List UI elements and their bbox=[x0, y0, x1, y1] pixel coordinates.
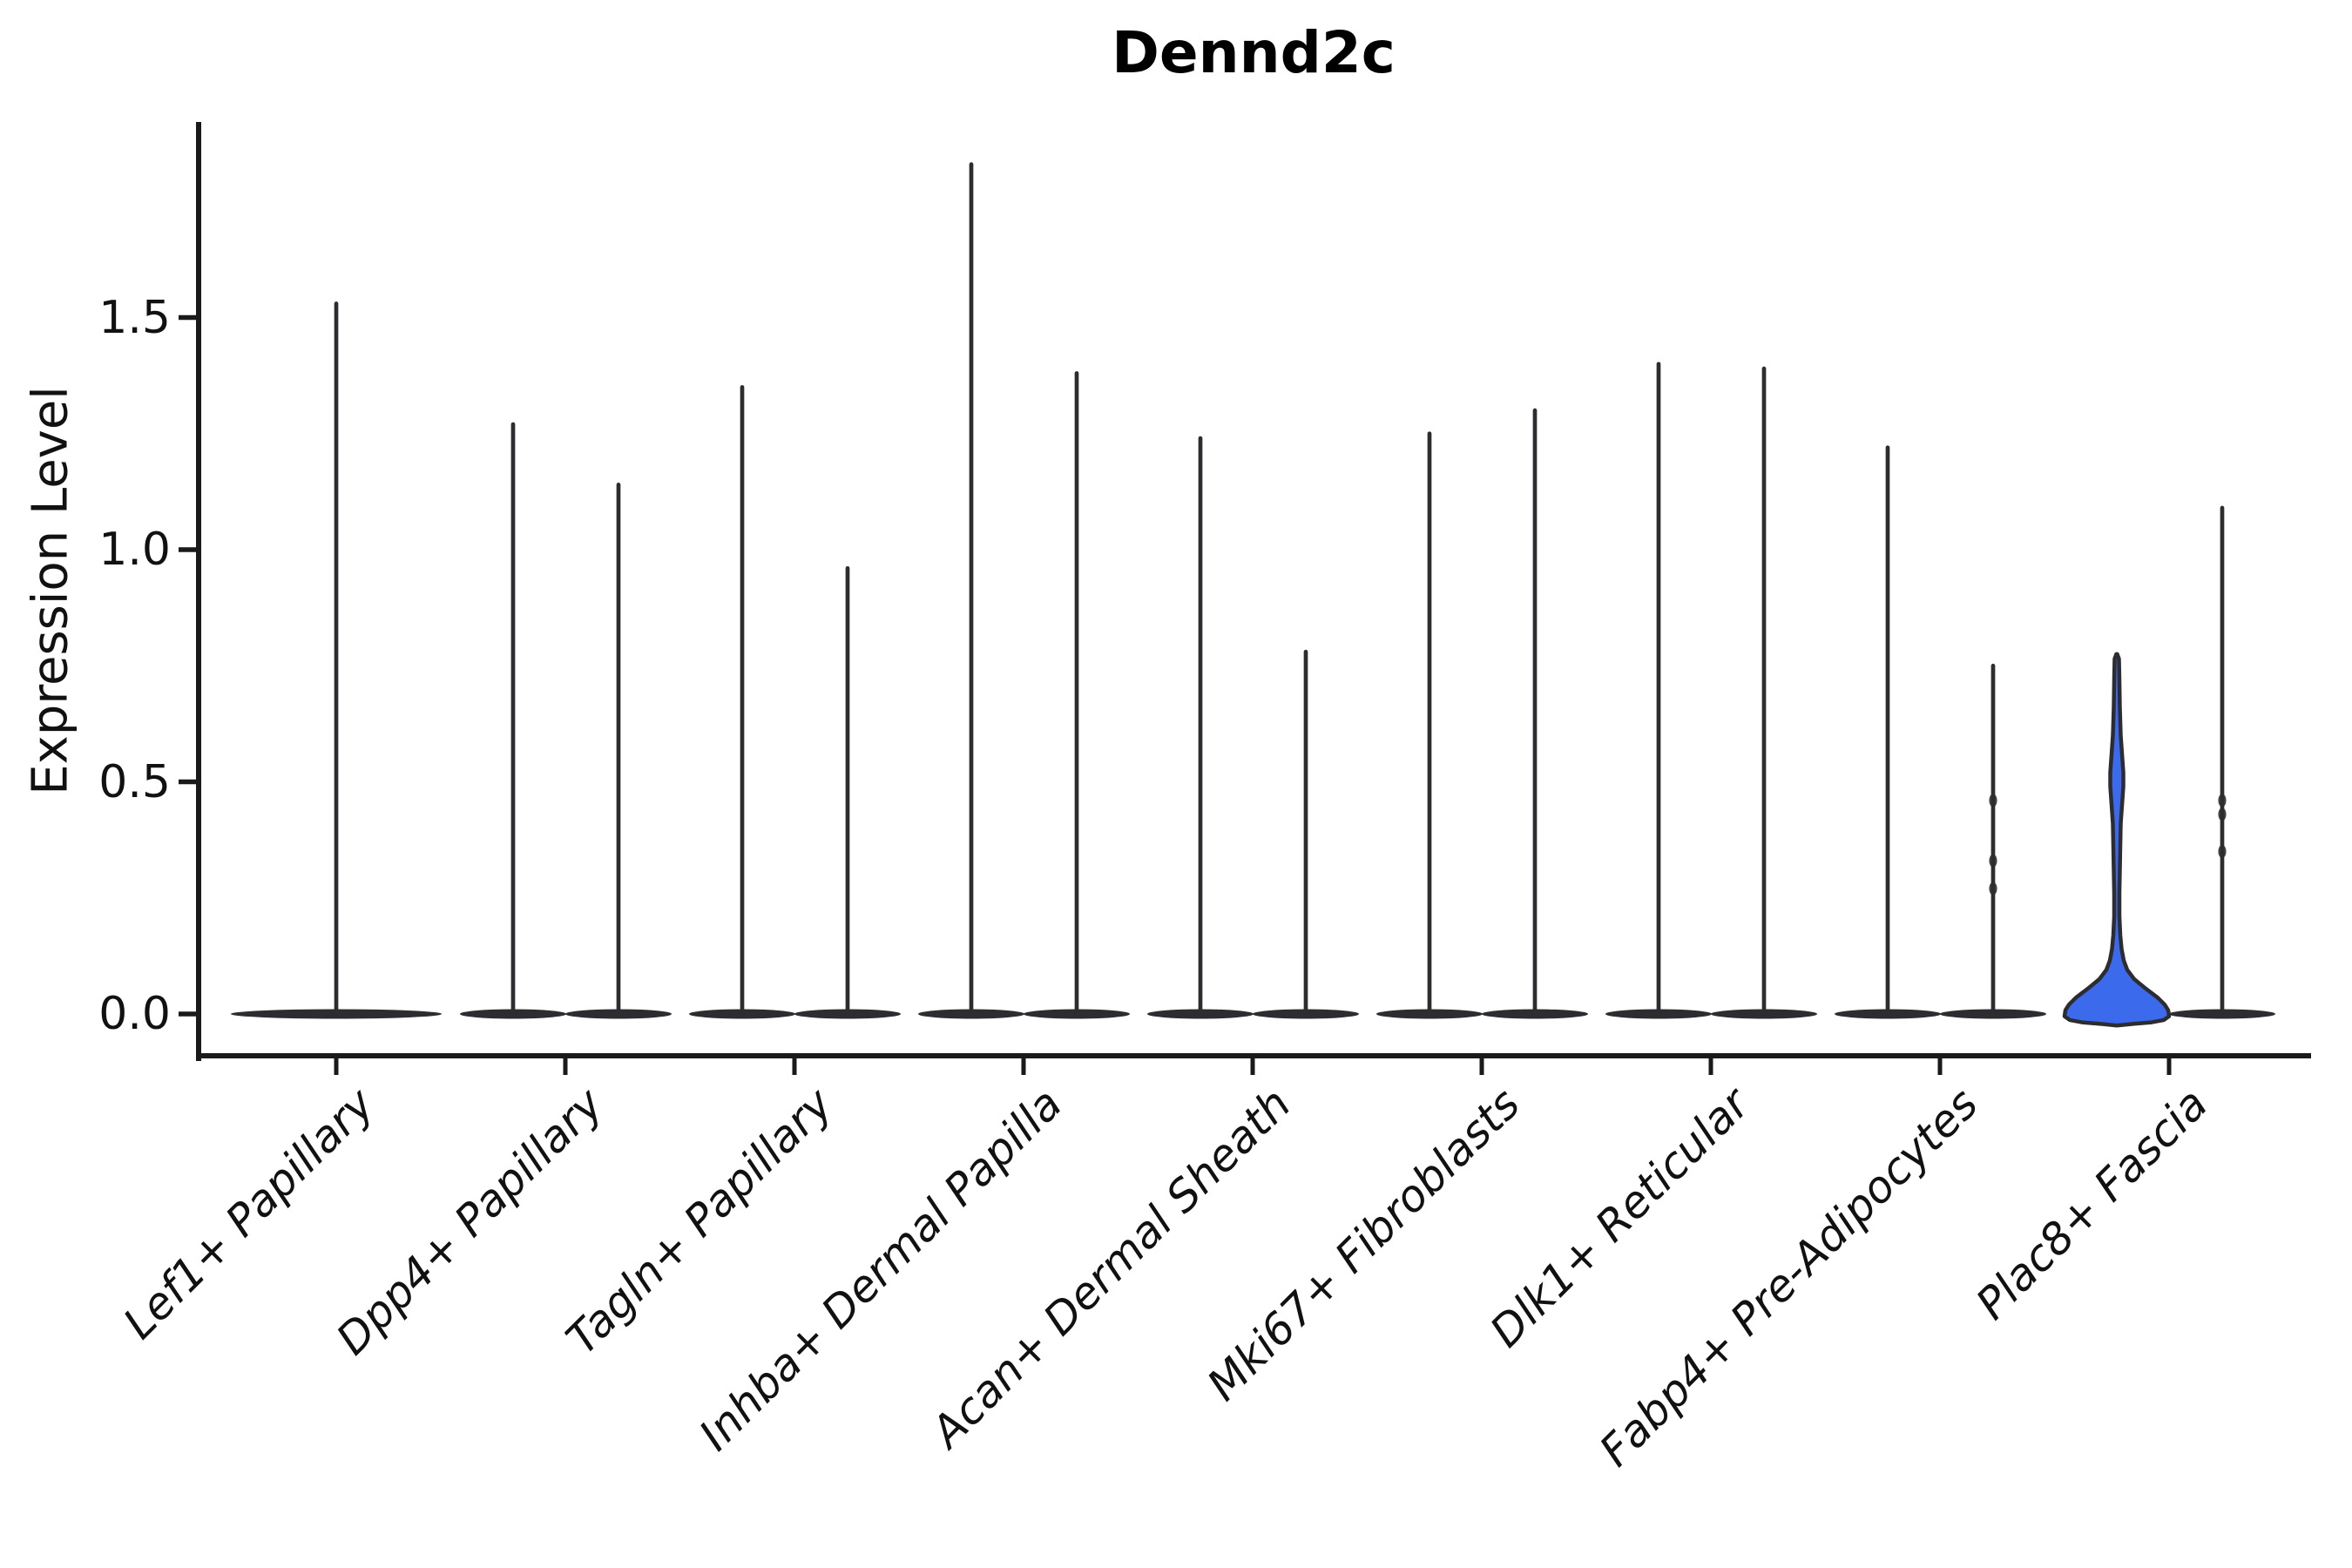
violin-outlier-dot bbox=[2218, 794, 2227, 808]
violin-outlier-dot bbox=[1989, 854, 1997, 868]
violin-group-8 bbox=[1835, 445, 2046, 1019]
y-tick-label: 0.0 bbox=[98, 988, 171, 1040]
y-tick-mark bbox=[179, 314, 198, 321]
y-tick-label: 1.0 bbox=[98, 524, 171, 576]
violin-group-1 bbox=[231, 301, 442, 1019]
violin-4-1 bbox=[918, 162, 1024, 1019]
violin-group-3 bbox=[689, 385, 901, 1019]
x-tick-mark bbox=[2166, 1058, 2172, 1075]
violin-3-2 bbox=[794, 565, 901, 1019]
y-tick-label: 0.5 bbox=[98, 755, 171, 808]
violin-7-1 bbox=[1605, 362, 1712, 1019]
violin-group-2 bbox=[460, 422, 672, 1019]
x-tick-mark bbox=[1021, 1058, 1026, 1075]
violin-4-2 bbox=[1024, 371, 1130, 1019]
y-axis-spine bbox=[196, 122, 201, 1061]
violin-7-2 bbox=[1711, 366, 1817, 1019]
violin-group-9 bbox=[2062, 505, 2275, 1028]
violin-2-1 bbox=[460, 422, 566, 1019]
y-tick-mark bbox=[179, 547, 198, 552]
filled-violin-body bbox=[2062, 652, 2172, 1028]
x-axis-spine bbox=[196, 1053, 2311, 1058]
x-tick-mark bbox=[792, 1058, 797, 1075]
x-tick-mark bbox=[1708, 1058, 1713, 1075]
violin-6-1 bbox=[1376, 431, 1483, 1019]
violin-3-1 bbox=[689, 385, 795, 1019]
violin-group-7 bbox=[1605, 362, 1817, 1019]
violin-outlier-dot bbox=[2218, 808, 2227, 821]
violin-5-2 bbox=[1253, 649, 1359, 1019]
violin-group-4 bbox=[918, 162, 1130, 1019]
y-tick-mark bbox=[179, 779, 198, 785]
chart-title: Dennd2c bbox=[1112, 19, 1396, 86]
violin-group-6 bbox=[1376, 408, 1588, 1019]
y-tick-label: 1.5 bbox=[98, 291, 171, 344]
x-tick-mark bbox=[1479, 1058, 1484, 1075]
violin-9-2 bbox=[2169, 505, 2275, 1019]
x-tick-mark bbox=[563, 1058, 568, 1075]
x-tick-mark bbox=[1250, 1058, 1255, 1075]
violin-outlier-dot bbox=[1989, 794, 1997, 808]
violin-9-1 bbox=[2062, 652, 2172, 1028]
violin-2-2 bbox=[565, 483, 672, 1019]
violin-outlier-dot bbox=[2218, 844, 2227, 858]
violin-group-5 bbox=[1147, 436, 1359, 1019]
violin-5-1 bbox=[1147, 436, 1254, 1019]
violin-1-1 bbox=[231, 301, 442, 1019]
violin-8-1 bbox=[1835, 445, 1941, 1019]
y-tick-mark bbox=[179, 1011, 198, 1017]
x-tick-mark bbox=[1937, 1058, 1943, 1075]
x-tick-mark bbox=[334, 1058, 339, 1075]
violin-outlier-dot bbox=[1989, 882, 1997, 896]
violin-6-2 bbox=[1482, 408, 1588, 1019]
violin-8-2 bbox=[1940, 663, 2046, 1019]
